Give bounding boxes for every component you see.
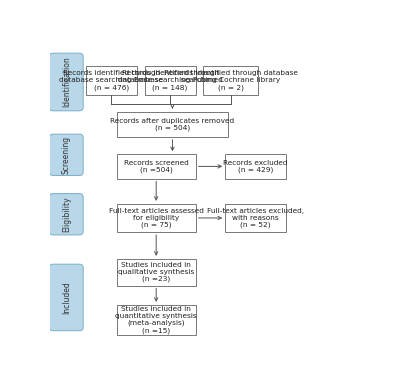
Text: Records excluded
(n = 429): Records excluded (n = 429): [223, 160, 288, 173]
Text: Full-text articles excluded,
with reasons
(n = 52): Full-text articles excluded, with reason…: [207, 208, 304, 228]
Bar: [117, 112, 228, 137]
Bar: [144, 66, 196, 95]
Text: Records identified through
database searching Pubmed
(n = 148): Records identified through database sear…: [118, 70, 222, 91]
Text: Identification: Identification: [62, 57, 71, 107]
Text: Full-text articles assessed
for eligibility
(n = 75): Full-text articles assessed for eligibil…: [109, 208, 204, 228]
Text: Studies included in
qualitative synthesis
(n =23): Studies included in qualitative synthesi…: [118, 262, 194, 283]
Bar: [117, 259, 196, 286]
Text: Included: Included: [62, 281, 71, 314]
Bar: [117, 154, 196, 179]
Bar: [117, 204, 196, 232]
Text: Screening: Screening: [62, 136, 71, 174]
Bar: [225, 154, 286, 179]
Bar: [204, 66, 258, 95]
Text: Eligibility: Eligibility: [62, 196, 71, 232]
Text: Records screened
(n =504): Records screened (n =504): [124, 160, 188, 173]
FancyBboxPatch shape: [49, 264, 83, 331]
Text: Records identified through
database searching Embase
(n = 476): Records identified through database sear…: [59, 70, 163, 91]
Text: Studies included in
quantitative synthesis
(meta-analysis)
(n =15): Studies included in quantitative synthes…: [115, 306, 197, 334]
Text: Records identified through database
searching Cochrane library
(n = 2): Records identified through database sear…: [164, 70, 298, 91]
Bar: [117, 305, 196, 335]
FancyBboxPatch shape: [49, 53, 83, 111]
Bar: [86, 66, 137, 95]
FancyBboxPatch shape: [49, 194, 83, 235]
FancyBboxPatch shape: [49, 134, 83, 176]
Text: Records after duplicates removed
(n = 504): Records after duplicates removed (n = 50…: [110, 118, 234, 131]
Bar: [225, 204, 286, 232]
